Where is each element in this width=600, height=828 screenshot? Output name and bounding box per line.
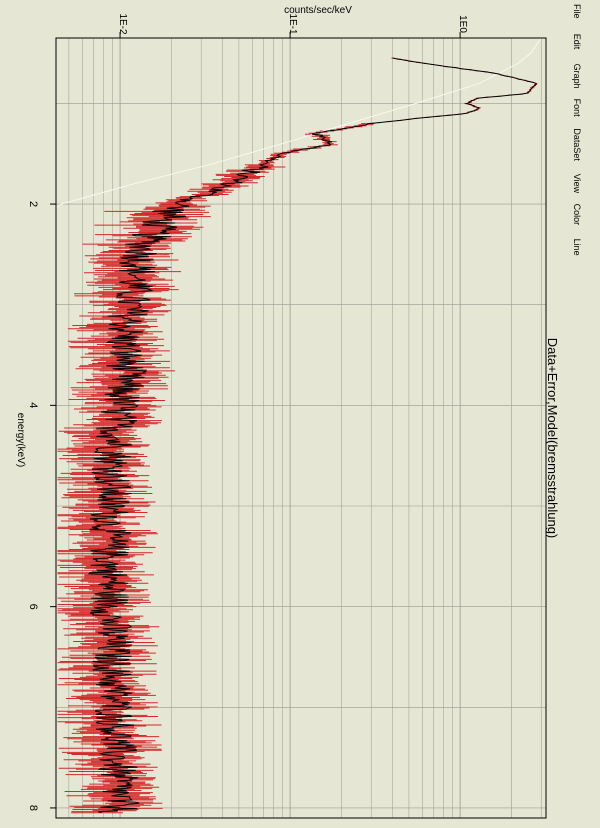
plot-frame [55, 37, 547, 819]
menu-item-view[interactable]: View [572, 174, 582, 194]
menu-item-file[interactable]: File [572, 4, 582, 19]
data-line [88, 57, 537, 814]
y-tick-label: 1E-2 [117, 13, 128, 35]
menu-bar: File Edit Graph Font DataSet View Color Line [572, 4, 582, 256]
x-axis-label: energy(keV) [15, 413, 26, 467]
y-tick-label: 1E0 [457, 15, 468, 33]
chart-title: Data+Error,Model(bremsstrahlung) [545, 338, 560, 539]
menu-item-font[interactable]: Font [572, 99, 582, 118]
menu-item-color[interactable]: Color [572, 204, 582, 226]
x-tick-label: 4 [27, 402, 39, 408]
x-tick-label: 8 [27, 805, 39, 811]
x-tick-label: 6 [27, 604, 39, 610]
menu-item-edit[interactable]: Edit [572, 34, 582, 50]
x-tick-label: 2 [27, 201, 39, 207]
axis-ticks: 2 4 6 8 1E-2 1E-1 1E0 [27, 13, 468, 811]
menu-item-graph[interactable]: Graph [572, 64, 582, 89]
menu-item-line[interactable]: Line [572, 239, 582, 256]
model-line [55, 37, 542, 209]
y-tick-label: 1E-1 [287, 13, 298, 35]
menu-item-dataset[interactable]: DataSet [572, 128, 582, 161]
y-axis-label: counts/sec/keV [284, 5, 352, 16]
